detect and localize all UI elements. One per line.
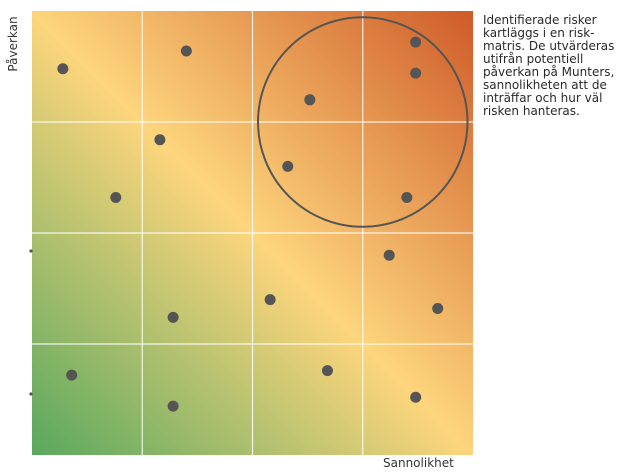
risk-dot	[57, 63, 69, 75]
risk-dot	[383, 249, 395, 261]
risk-dot	[410, 36, 422, 48]
risk-dot	[110, 191, 122, 203]
y-axis-label: Påverkan	[6, 16, 20, 72]
risk-dot	[410, 67, 422, 79]
risk-dot	[264, 294, 276, 306]
description-text: Identifierade risker kartläggs i en risk…	[483, 13, 615, 118]
risk-dot	[167, 400, 179, 412]
risk-dot	[321, 365, 333, 377]
risk-dot	[282, 160, 294, 172]
risk-dot	[154, 134, 166, 146]
risk-dots	[57, 36, 444, 412]
x-axis-label: Sannolikhet	[383, 456, 454, 470]
risk-dot	[66, 369, 78, 381]
risk-dot	[410, 391, 422, 403]
risk-dot	[304, 94, 316, 106]
highlight-circle	[257, 16, 469, 228]
risk-dot	[167, 311, 179, 323]
axis-tick-mark	[29, 392, 33, 396]
risk-dot	[180, 45, 192, 57]
risk-dot	[432, 302, 444, 314]
axis-tick-mark	[29, 249, 33, 253]
grid-lines	[32, 11, 473, 455]
risk-dot	[401, 191, 413, 203]
